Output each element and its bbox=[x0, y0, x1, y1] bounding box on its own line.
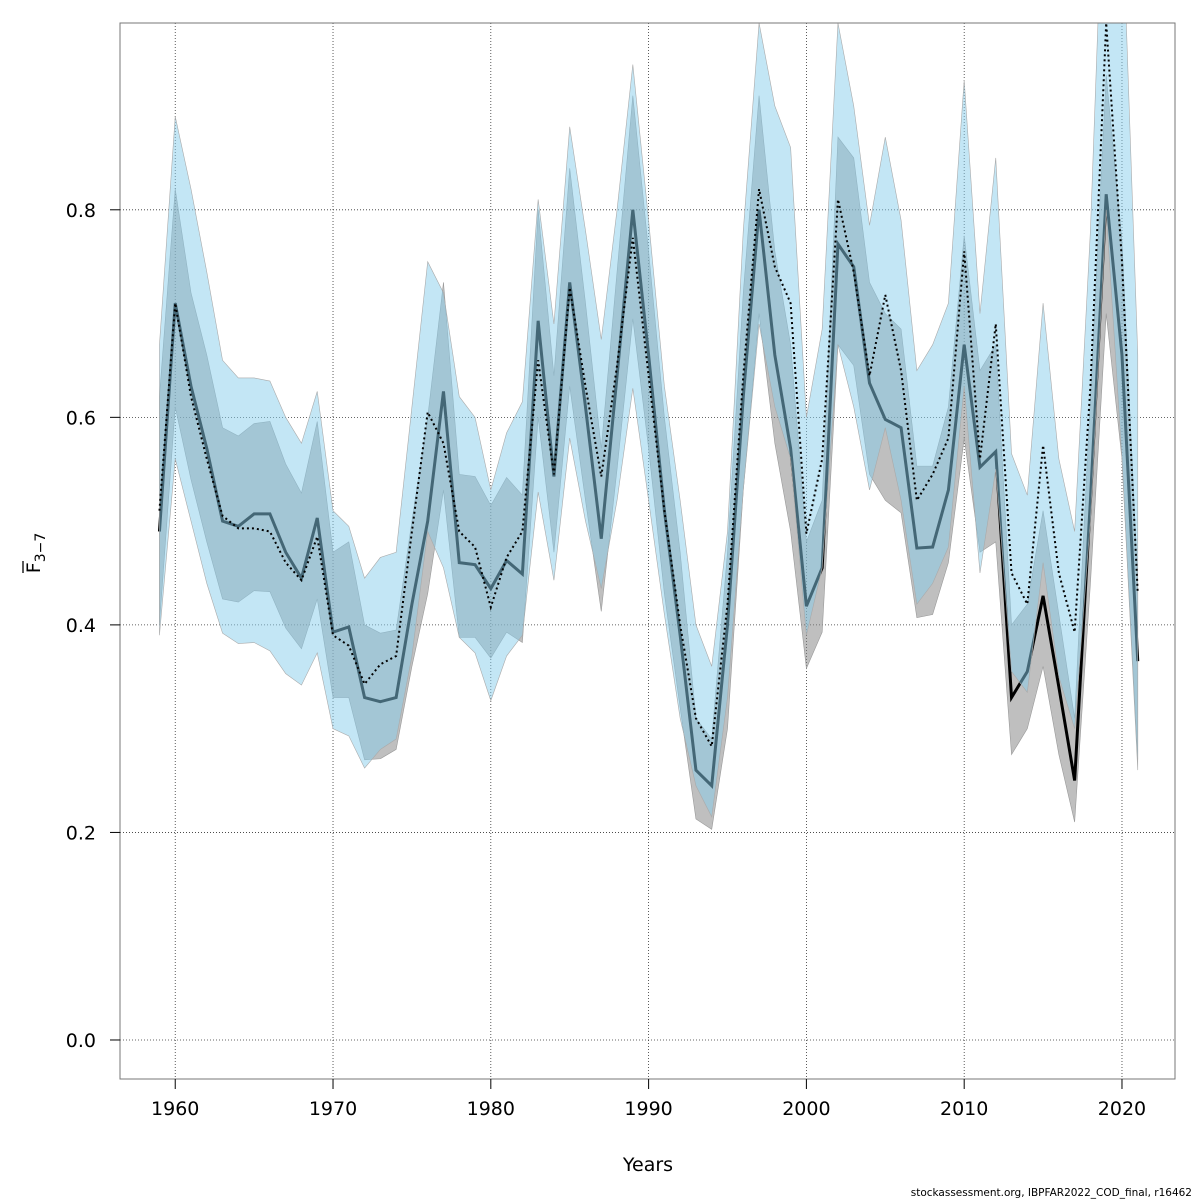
plot-area bbox=[157, 23, 1140, 830]
x-tick-label: 1960 bbox=[151, 1098, 199, 1120]
x-tick-label: 1990 bbox=[624, 1098, 672, 1120]
footer-credit: stockassessment.org, IBPFAR2022_COD_fina… bbox=[910, 1187, 1192, 1199]
y-tick-label: 0.0 bbox=[66, 1030, 96, 1052]
x-tick-label: 1980 bbox=[467, 1098, 515, 1120]
current-estimate-line bbox=[158, 23, 1139, 750]
y-tick-label: 0.4 bbox=[66, 615, 96, 637]
axes: 1960 1970 1980 1990 2000 2010 2020 0.0 0.2 0.4 0.6… bbox=[66, 200, 1146, 1120]
x-axis-label: Years bbox=[622, 1154, 673, 1176]
y-tick-label: 0.2 bbox=[66, 822, 96, 844]
y-tick-label: 0.8 bbox=[66, 200, 96, 222]
x-tick-label: 2020 bbox=[1098, 1098, 1146, 1120]
x-tick-label: 2000 bbox=[782, 1098, 830, 1120]
y-tick-label: 0.6 bbox=[66, 407, 96, 429]
x-tick-label: 1970 bbox=[309, 1098, 357, 1120]
x-tick-label: 2010 bbox=[940, 1098, 988, 1120]
y-axis-label: F3−7 bbox=[22, 533, 49, 573]
y-label-sub: 3−7 bbox=[33, 533, 49, 563]
current-confidence-band bbox=[159, 23, 1139, 818]
svg-text:F3−7: F3−7 bbox=[23, 533, 49, 573]
plot-frame bbox=[119, 22, 1176, 1080]
y-label-main: F bbox=[23, 562, 45, 573]
